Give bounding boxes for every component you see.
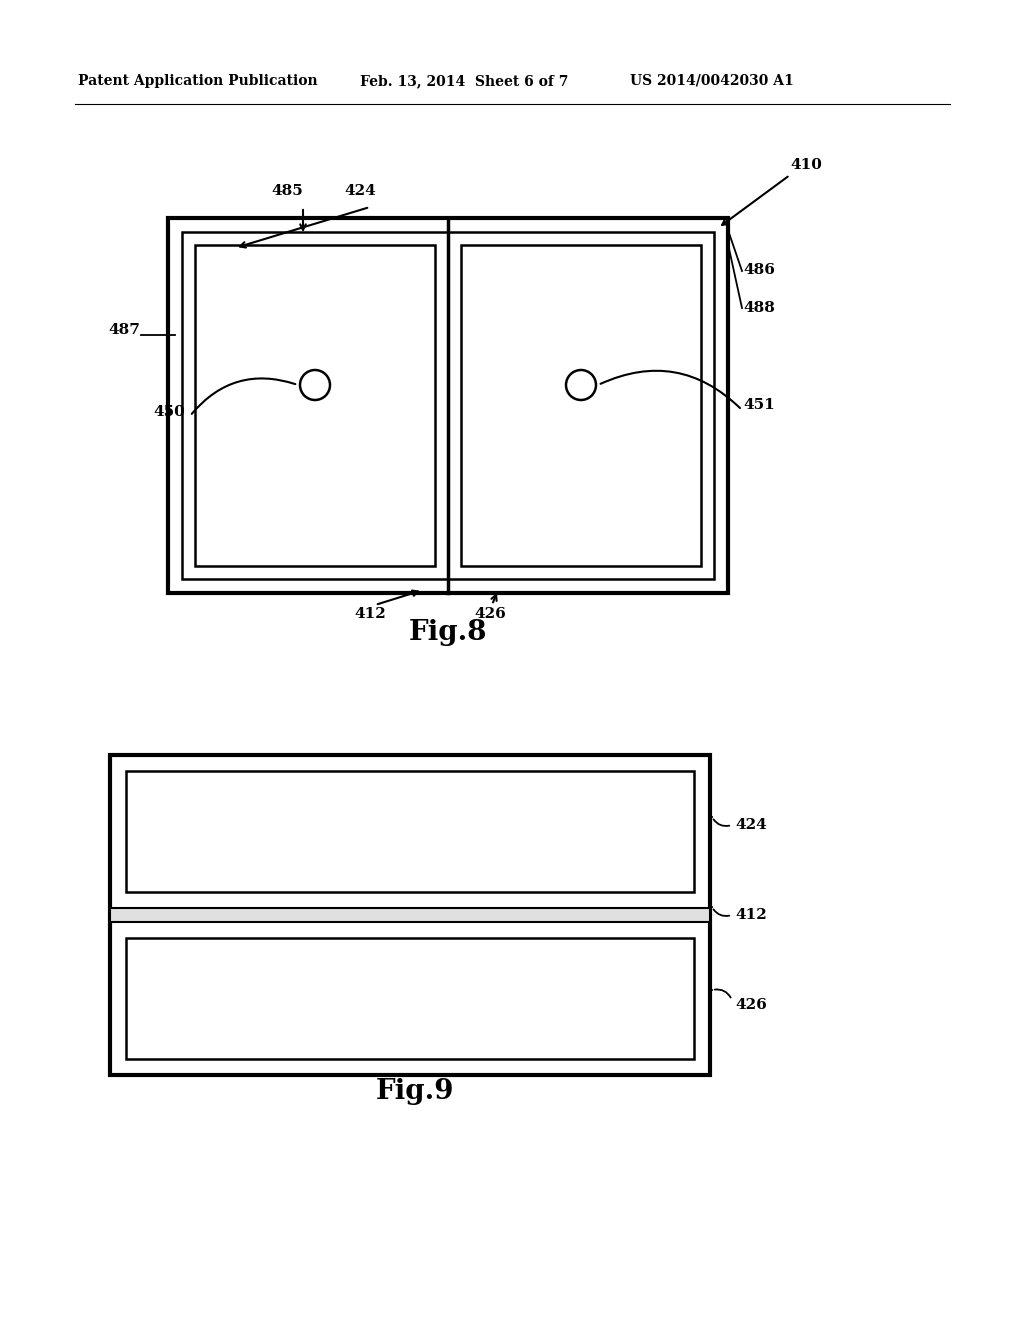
Text: 426: 426 xyxy=(735,998,767,1012)
Bar xyxy=(110,755,710,1074)
Text: 412: 412 xyxy=(354,607,386,620)
Text: 488: 488 xyxy=(743,301,775,315)
Text: Feb. 13, 2014  Sheet 6 of 7: Feb. 13, 2014 Sheet 6 of 7 xyxy=(360,74,568,88)
Text: US 2014/0042030 A1: US 2014/0042030 A1 xyxy=(630,74,794,88)
Text: 424: 424 xyxy=(344,183,376,198)
Bar xyxy=(449,232,714,579)
Bar xyxy=(126,939,694,1059)
Text: 487: 487 xyxy=(109,323,140,337)
Bar xyxy=(182,232,449,579)
Text: Fig.8: Fig.8 xyxy=(409,619,487,645)
Text: 451: 451 xyxy=(743,399,775,412)
Bar xyxy=(110,908,710,921)
Text: 485: 485 xyxy=(271,183,303,198)
Text: Fig.9: Fig.9 xyxy=(376,1078,455,1105)
Bar xyxy=(126,771,694,892)
Text: 450: 450 xyxy=(154,405,185,418)
Text: 426: 426 xyxy=(474,607,506,620)
Text: Patent Application Publication: Patent Application Publication xyxy=(78,74,317,88)
Bar xyxy=(195,246,435,566)
Bar xyxy=(461,246,701,566)
Text: 410: 410 xyxy=(790,158,822,172)
Text: 486: 486 xyxy=(743,263,775,277)
Text: 412: 412 xyxy=(735,908,767,921)
Text: 424: 424 xyxy=(735,818,767,832)
Bar xyxy=(168,218,728,593)
